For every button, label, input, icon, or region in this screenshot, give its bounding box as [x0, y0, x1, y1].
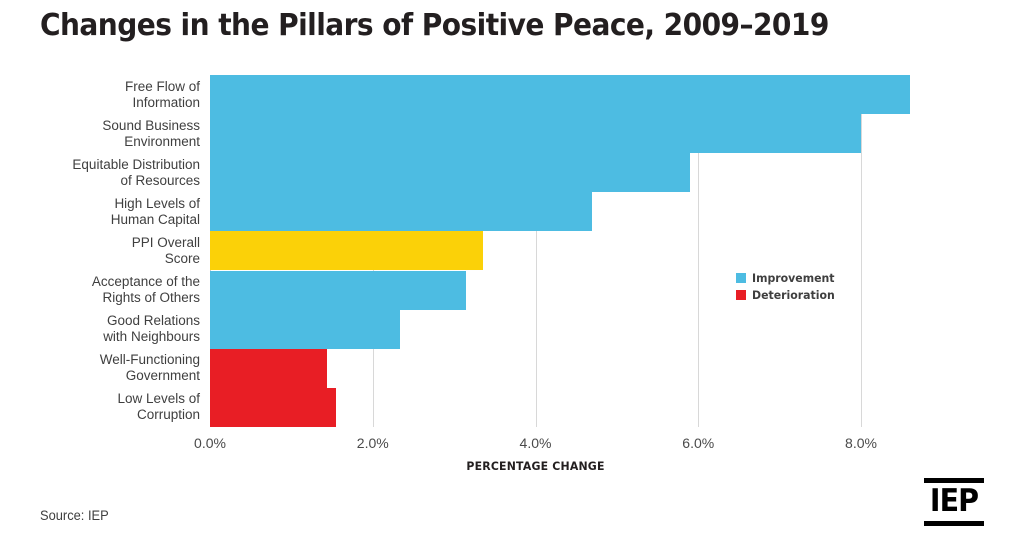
page-title: Changes in the Pillars of Positive Peace… — [40, 8, 829, 43]
category-label: Sound Business Environment — [102, 117, 200, 149]
bar-row — [210, 114, 861, 154]
bar-row — [210, 192, 593, 232]
x-tick-label: 0.0% — [194, 435, 226, 451]
bar-row — [210, 231, 483, 271]
iep-logo: IEP — [924, 478, 984, 526]
x-tick-label: 4.0% — [519, 435, 552, 451]
legend: Improvement Deterioration — [736, 270, 839, 304]
category-label: High Levels of Human Capital — [110, 195, 200, 227]
x-tick-label: 6.0% — [682, 435, 715, 451]
logo-rule-bottom — [924, 521, 984, 526]
category-label: Well-Functioning Government — [99, 352, 200, 384]
category-label: Good Relations with Neighbours — [103, 313, 200, 345]
bar-row — [210, 153, 691, 193]
category-label: Free Flow of Information — [124, 78, 200, 110]
x-axis-title: PERCENTAGE CHANGE — [466, 459, 605, 473]
bar[interactable] — [210, 231, 483, 271]
category-label: Equitable Distribution of Resources — [72, 156, 200, 188]
bar[interactable] — [210, 192, 593, 232]
gridline-8.0% — [861, 75, 862, 427]
bar-row — [210, 387, 337, 427]
category-label: Low Levels of Corruption — [117, 391, 200, 423]
legend-item-deterioration[interactable]: Deterioration — [736, 287, 839, 302]
bar[interactable] — [210, 75, 910, 114]
category-label: PPI Overall Score — [131, 234, 200, 266]
bar[interactable] — [210, 348, 328, 388]
logo-mark: IEP — [929, 483, 979, 519]
legend-label-deterioration: Deterioration — [752, 287, 835, 302]
bar[interactable] — [210, 114, 861, 154]
legend-label-improvement: Improvement — [752, 270, 835, 285]
bar[interactable] — [210, 270, 467, 310]
bar-row — [210, 75, 910, 114]
bar-row — [210, 270, 467, 310]
bar-series — [210, 75, 910, 427]
legend-item-improvement[interactable]: Improvement — [736, 270, 839, 285]
x-tick-label: 2.0% — [356, 435, 389, 451]
bar-row — [210, 309, 400, 349]
x-tick-label: 8.0% — [845, 435, 877, 451]
category-label: Acceptance of the Rights of Others — [91, 274, 200, 305]
bar-row — [210, 348, 328, 388]
logo-rule-top — [924, 478, 984, 483]
bar[interactable] — [210, 153, 691, 193]
bar[interactable] — [210, 387, 337, 427]
source-note: Source: IEP — [40, 507, 109, 523]
legend-swatch-deterioration — [736, 289, 746, 300]
bar[interactable] — [210, 309, 400, 349]
plot-area — [210, 75, 910, 427]
legend-swatch-improvement — [736, 272, 746, 283]
